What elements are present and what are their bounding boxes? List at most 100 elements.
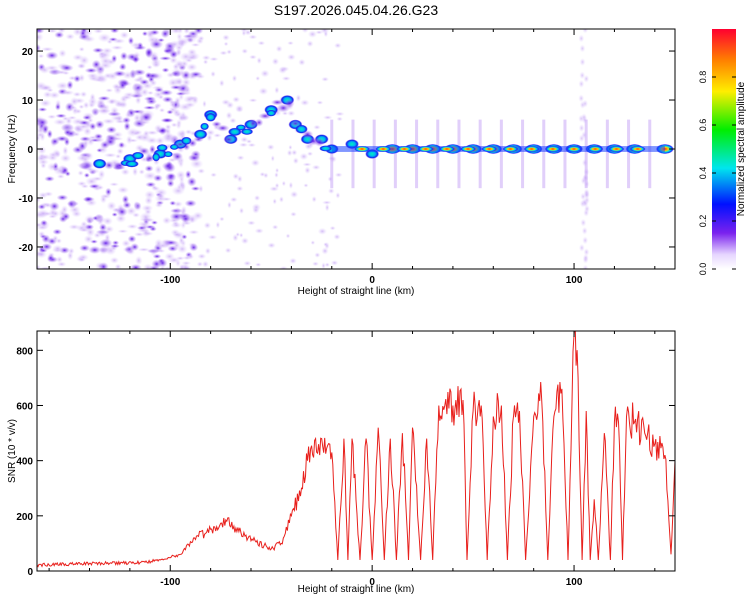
artifact-blob: [579, 71, 586, 80]
noise-blob: [278, 66, 288, 75]
noise-blob: [37, 203, 47, 210]
noise-blob: [55, 255, 63, 264]
noise-blob: [125, 135, 133, 145]
noise-blob: [101, 118, 116, 125]
spectrogram-x-label: Height of straight line (km): [298, 286, 415, 297]
snr-x-label: Height of straight line (km): [298, 584, 415, 595]
noise-blob: [78, 257, 86, 263]
noise-blob: [99, 140, 110, 150]
noise-blob: [288, 181, 294, 190]
x-tick-label: 0: [369, 275, 375, 286]
noise-blob: [137, 108, 146, 117]
x-tick-label: 100: [566, 577, 583, 588]
leakage-streak: [563, 119, 567, 189]
noise-blob: [286, 53, 296, 61]
noise-blob: [274, 182, 280, 189]
noise-blob: [334, 42, 342, 49]
colorbar-label: Normalized spectral amplitude: [736, 81, 747, 216]
noise-blob: [238, 207, 245, 215]
noise-blob: [235, 104, 244, 112]
noise-blob: [270, 155, 275, 162]
y-tick-label: 800: [16, 346, 33, 357]
noise-blob: [250, 159, 261, 167]
noise-blob: [303, 183, 309, 188]
noise-blob: [83, 172, 90, 178]
leakage-streak: [627, 119, 631, 189]
noise-blob: [130, 242, 140, 252]
noise-blob: [105, 88, 114, 93]
noise-blob: [142, 105, 156, 110]
noise-blob: [84, 214, 96, 224]
noise-blob: [272, 198, 277, 205]
noise-blob: [243, 260, 252, 267]
noise-blob: [240, 237, 250, 245]
noise-blob: [110, 106, 119, 116]
snr-y-label: SNR (10 * v/v): [7, 419, 18, 483]
artifact-blob: [178, 181, 185, 190]
artifact-blob: [582, 253, 589, 262]
noise-blob: [127, 235, 137, 243]
noise-blob: [274, 172, 279, 178]
noise-blob: [144, 47, 154, 58]
noise-blob: [198, 184, 204, 193]
y-tick-label: 400: [16, 457, 33, 468]
leakage-streak: [393, 119, 397, 189]
noise-blob: [65, 116, 73, 126]
noise-blob: [232, 173, 240, 180]
carrier-peak: [460, 146, 477, 152]
signal-blob: [254, 118, 264, 127]
noise-blob: [146, 64, 153, 70]
noise-blob: [295, 94, 302, 102]
noise-blob: [201, 260, 209, 268]
noise-blob: [240, 136, 249, 143]
noise-blob: [142, 129, 150, 138]
noise-blob: [142, 263, 153, 269]
noise-blob: [222, 34, 230, 41]
y-tick-label: 600: [16, 401, 33, 412]
noise-blob: [68, 247, 75, 255]
noise-blob: [323, 30, 329, 38]
noise-blob: [106, 39, 113, 45]
noise-blob: [97, 98, 105, 108]
noise-blob: [149, 247, 158, 257]
noise-blob: [161, 118, 173, 123]
noise-blob: [201, 55, 211, 61]
noise-blob: [86, 72, 99, 80]
noise-blob: [209, 56, 219, 62]
noise-blob: [79, 244, 91, 252]
signal-blob: [200, 122, 210, 131]
leakage-streak: [584, 119, 588, 189]
leakage-streak: [351, 119, 355, 189]
noise-blob: [76, 162, 90, 168]
noise-blob: [54, 103, 62, 111]
noise-blob: [109, 256, 120, 264]
noise-blob: [281, 76, 291, 81]
noise-blob: [127, 70, 142, 77]
noise-blob: [99, 194, 107, 204]
noise-blob: [168, 217, 180, 224]
noise-blob: [197, 35, 205, 42]
signal-blob: [124, 160, 139, 168]
artifact-blob: [174, 259, 181, 268]
noise-blob: [180, 215, 192, 223]
noise-blob: [80, 184, 90, 189]
y-tick-label: 200: [16, 512, 33, 523]
noise-blob: [291, 149, 298, 156]
noise-blob: [132, 82, 140, 90]
carrier-peak: [587, 146, 604, 152]
noise-blob: [59, 64, 74, 72]
noise-blob: [74, 108, 83, 115]
artifact-blob: [175, 101, 182, 110]
noise-blob: [321, 76, 330, 82]
noise-blob: [163, 132, 174, 141]
noise-blob: [289, 257, 297, 265]
noise-blob: [72, 29, 83, 37]
noise-blob: [37, 132, 45, 138]
artifact-blob: [580, 218, 587, 227]
noise-blob: [132, 51, 141, 60]
noise-blob: [306, 151, 314, 157]
noise-blob: [78, 46, 85, 52]
carrier-peak: [544, 146, 561, 152]
noise-blob: [157, 258, 168, 268]
noise-blob: [83, 234, 94, 244]
